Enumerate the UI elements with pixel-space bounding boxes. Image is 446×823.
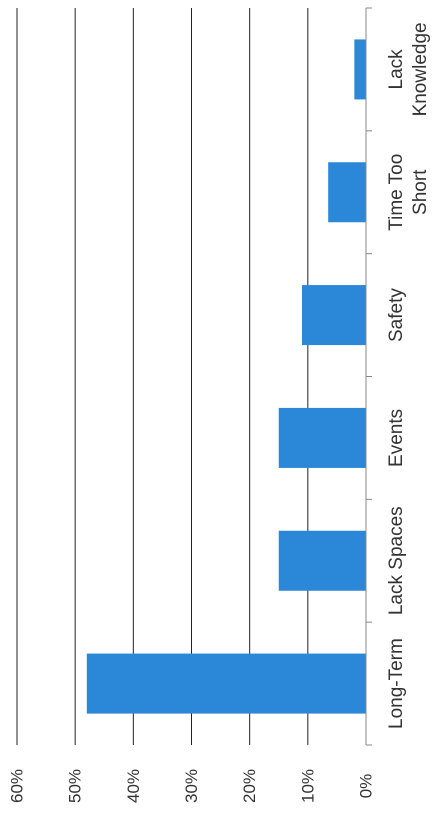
bars	[86, 39, 367, 714]
value-tick-label-4: 40%	[124, 769, 143, 803]
value-tick-label-3: 30%	[182, 769, 201, 803]
value-tick-label-6: 60%	[8, 769, 27, 803]
bar-3	[302, 285, 366, 346]
category-label-0: Long-Term	[386, 638, 407, 729]
value-tick-label-0: 0%	[357, 774, 376, 799]
category-label-2: Events	[386, 409, 407, 467]
bar-5	[354, 39, 366, 100]
bar-0	[86, 653, 367, 714]
category-label-1: Lack Spaces	[386, 506, 407, 615]
value-tick-label-2: 20%	[240, 769, 259, 803]
category-label-5: Lack Knowledge	[386, 22, 431, 116]
value-tick-label-5: 50%	[66, 769, 85, 803]
category-label-3: Safety	[386, 288, 407, 342]
value-tick-label-1: 10%	[298, 769, 317, 803]
category-label-4: Time Too Short	[386, 154, 431, 231]
bar-2	[278, 407, 366, 468]
bar-4	[328, 162, 366, 223]
category-axis	[365, 7, 372, 746]
bar-1	[278, 530, 366, 591]
category-labels: Long-Term Lack Spaces Events Safety Time Too…	[386, 22, 431, 729]
value-axis-tick-labels: 0% 10% 20% 30% 40% 50% 60%	[8, 769, 376, 803]
gridlines	[16, 8, 309, 745]
